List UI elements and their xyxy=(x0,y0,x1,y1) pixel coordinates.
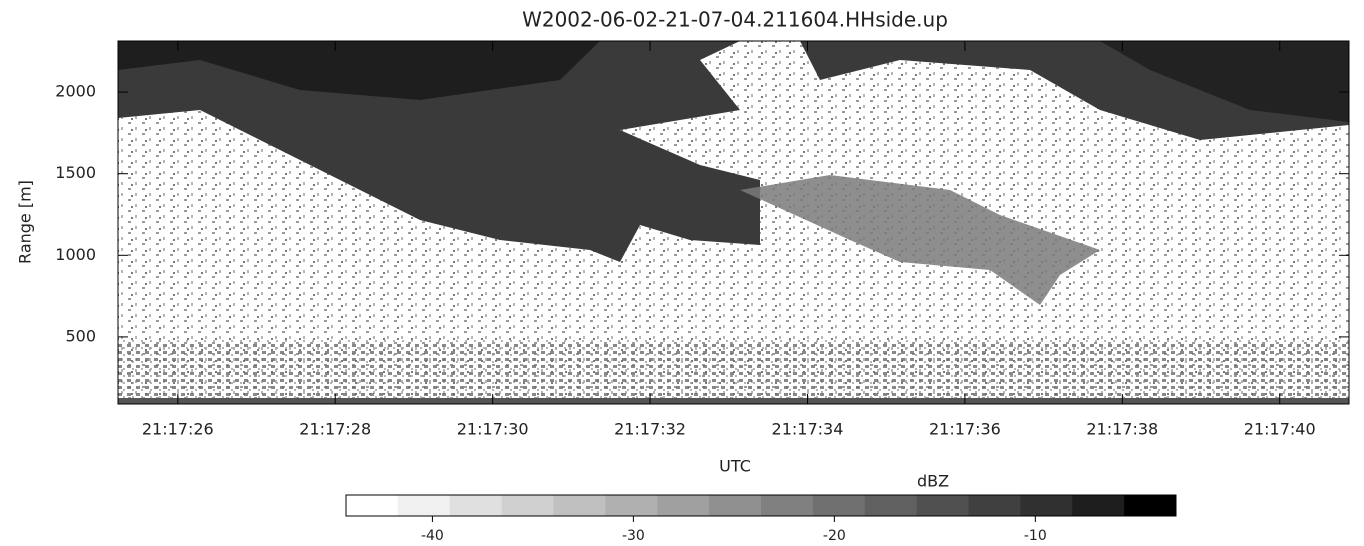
colorbar-segment xyxy=(1020,495,1073,516)
plot-frame xyxy=(117,40,1350,405)
colorbar-segment xyxy=(968,495,1021,516)
radar-image xyxy=(118,41,1349,404)
y-tick-label: 1500 xyxy=(55,163,96,182)
colorbar-segment xyxy=(916,495,969,516)
x-axis-label: UTC xyxy=(719,457,751,476)
colorbar-border xyxy=(345,494,1177,517)
colorbar-segment xyxy=(709,495,762,516)
colorbar-segment xyxy=(812,495,866,516)
colorbar-segment xyxy=(864,495,918,516)
colorbar-tick-label: -30 xyxy=(622,528,645,544)
colorbar-segment xyxy=(553,495,606,516)
x-tick-label: 21:17:38 xyxy=(1086,420,1158,439)
x-tick-label: 21:17:40 xyxy=(1244,420,1316,439)
x-tick-label: 21:17:30 xyxy=(457,420,529,439)
colorbar-tick-label: -10 xyxy=(1024,528,1047,544)
y-tick-label: 1000 xyxy=(55,245,96,264)
y-tick-label: 2000 xyxy=(55,82,96,101)
colorbar-segment xyxy=(449,495,503,516)
x-tick-label: 21:17:28 xyxy=(299,420,371,439)
colorbar-segment xyxy=(1124,495,1177,516)
x-tick-label: 21:17:32 xyxy=(614,420,686,439)
colorbar-segment xyxy=(761,495,814,516)
y-axis-label: Range [m] xyxy=(16,180,35,264)
colorbar-tick-label: -40 xyxy=(421,528,444,544)
colorbar-segment xyxy=(657,495,710,516)
y-tick-label: 500 xyxy=(65,326,96,345)
chart-title: W2002-06-02-21-07-04.211604.HHside.up xyxy=(522,8,948,32)
colorbar-tick-label: -20 xyxy=(823,528,846,544)
x-tick-label: 21:17:26 xyxy=(142,420,214,439)
colorbar-segment xyxy=(605,495,658,516)
colorbar-segment xyxy=(1072,495,1125,516)
colorbar-segment xyxy=(397,495,451,516)
colorbar-label: dBZ xyxy=(917,472,949,491)
colorbar-segment xyxy=(501,495,554,516)
x-tick-label: 21:17:36 xyxy=(929,420,1001,439)
x-tick-label: 21:17:34 xyxy=(772,420,844,439)
colorbar-segment xyxy=(346,495,399,516)
